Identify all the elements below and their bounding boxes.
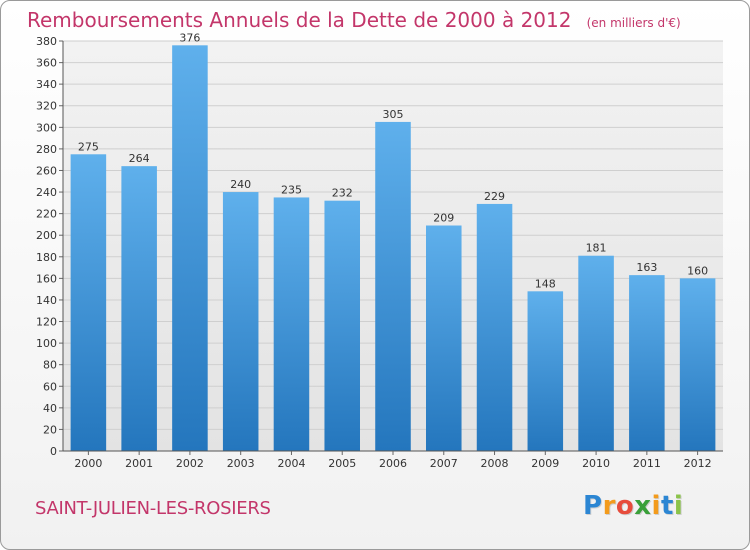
- y-tick-label: 380: [36, 35, 57, 48]
- y-tick-label: 280: [36, 143, 57, 156]
- brand-letter: x: [634, 491, 652, 521]
- data-label: 235: [281, 183, 302, 196]
- bar: [121, 166, 157, 451]
- y-tick-label: 320: [36, 100, 57, 113]
- x-tick-label: 2007: [430, 457, 458, 470]
- commune-name: SAINT-JULIEN-LES-ROSIERS: [35, 498, 271, 519]
- bar: [527, 291, 564, 451]
- y-tick-label: 100: [36, 337, 57, 350]
- data-label: 148: [535, 277, 556, 290]
- chart-unit: (en milliers d'€): [586, 16, 681, 30]
- bar: [476, 203, 513, 451]
- x-tick-label: 2000: [74, 457, 102, 470]
- data-label: 264: [129, 152, 150, 165]
- brand-letter: i: [673, 491, 684, 521]
- brand-letter: r: [602, 491, 616, 521]
- bar: [375, 121, 411, 451]
- data-label: 229: [484, 190, 505, 203]
- bar: [578, 255, 614, 451]
- bar: [172, 45, 208, 451]
- x-tick-label: 2011: [633, 457, 661, 470]
- bar: [426, 225, 462, 451]
- bar: [70, 154, 107, 451]
- data-label: 240: [230, 178, 251, 191]
- axes: 0 20 40 60 80 100 120 140 160 180 200 220 240 260 280 3…: [36, 35, 723, 470]
- data-label: 209: [433, 212, 454, 225]
- bars: [70, 45, 716, 452]
- bar: [273, 197, 310, 451]
- y-tick-label: 200: [36, 229, 57, 242]
- data-label: 275: [78, 140, 99, 153]
- y-tick-label: 40: [43, 402, 57, 415]
- data-label: 232: [332, 187, 353, 200]
- y-tick-label: 140: [36, 294, 57, 307]
- data-label: 305: [383, 108, 404, 121]
- data-label: 163: [636, 261, 657, 274]
- y-tick-label: 120: [36, 316, 57, 329]
- brand-letter: P: [583, 491, 603, 521]
- x-tick-label: 2010: [582, 457, 610, 470]
- y-tick-label: 220: [36, 208, 57, 221]
- y-tick-label: 20: [43, 423, 57, 436]
- y-tick-label: 360: [36, 57, 57, 70]
- x-tick-label: 2002: [176, 457, 204, 470]
- bar: [679, 278, 716, 451]
- y-tick-label: 0: [50, 445, 57, 458]
- brand-logo: Proxiti: [583, 491, 683, 521]
- x-tick-label: 2004: [277, 457, 305, 470]
- data-label: 376: [179, 31, 200, 44]
- brand-letter: t: [660, 491, 674, 521]
- data-labels: 275 264 376 240 235 232 305 209 229 148 181 163 160: [78, 31, 708, 290]
- y-tick-label: 340: [36, 78, 57, 91]
- y-tick-label: 160: [36, 272, 57, 285]
- x-tick-label: 2008: [481, 457, 509, 470]
- x-tick-label: 2006: [379, 457, 407, 470]
- x-tick-label: 2003: [227, 457, 255, 470]
- brand-letter: o: [615, 491, 635, 521]
- x-tick-label: 2009: [531, 457, 559, 470]
- data-label: 181: [586, 242, 607, 255]
- bar: [222, 192, 259, 452]
- bar: [629, 275, 665, 451]
- x-tick-label: 2001: [125, 457, 153, 470]
- title-row: Remboursements Annuels de la Dette de 20…: [27, 8, 681, 32]
- y-tick-label: 60: [43, 380, 57, 393]
- y-tick-label: 260: [36, 164, 57, 177]
- y-tick-label: 240: [36, 186, 57, 199]
- bar: [324, 200, 360, 451]
- x-tick-label: 2012: [684, 457, 712, 470]
- chart-title: Remboursements Annuels de la Dette de 20…: [27, 8, 572, 32]
- y-tick-label: 180: [36, 251, 57, 264]
- data-label: 160: [687, 264, 708, 277]
- y-tick-label: 80: [43, 359, 57, 372]
- brand-letter: i: [651, 491, 661, 521]
- y-tick-label: 300: [36, 121, 57, 134]
- x-tick-label: 2005: [328, 457, 356, 470]
